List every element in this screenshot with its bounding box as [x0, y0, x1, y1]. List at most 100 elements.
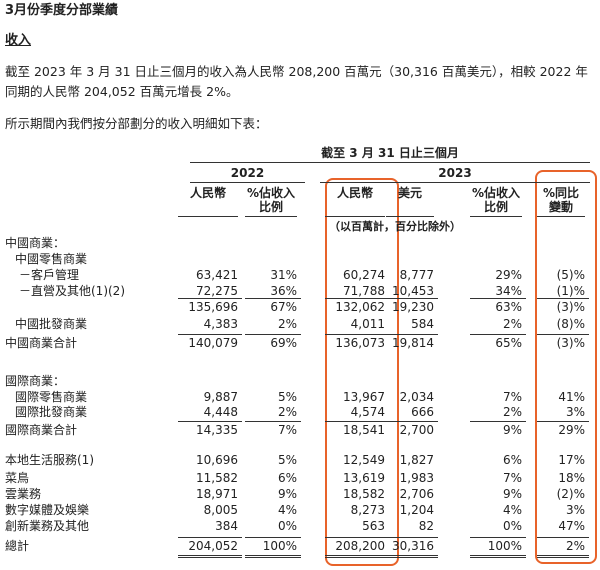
subtotal-rule: [386, 334, 438, 335]
year-header: 2022: [230, 166, 265, 180]
header-rule: [320, 182, 590, 183]
table-cell: 72,275: [196, 284, 238, 298]
table-cell: 0%: [277, 519, 297, 533]
table-cell: 18%: [558, 471, 585, 485]
table-cell: 31%: [270, 268, 297, 282]
subtotal-rule: [178, 421, 242, 422]
table-cell: 563: [362, 519, 385, 533]
table-cell: 100%: [262, 539, 297, 553]
row-label: 中國商業合計: [5, 336, 78, 350]
column-header: %佔收入比例: [471, 186, 521, 214]
table-cell: 7%: [502, 471, 522, 485]
table-cell: 584: [411, 317, 434, 331]
table-cell: 7%: [502, 390, 522, 404]
table-cell: (3)%: [556, 336, 585, 350]
table-cell: 204,052: [188, 539, 238, 553]
table-cell: 69%: [270, 336, 297, 350]
subtotal-rule: [325, 334, 389, 335]
table-cell: 2%: [502, 405, 522, 419]
table-cell: 8,777: [399, 268, 434, 282]
highlight-box: [325, 178, 399, 566]
total-rule: [537, 557, 589, 558]
table-cell: 1,827: [399, 453, 434, 467]
row-label: 中國批發商業: [15, 317, 88, 331]
table-cell: 4,448: [203, 405, 238, 419]
row-label: 創新業務及其他: [5, 519, 90, 533]
header-rule: [190, 162, 590, 163]
subtotal-rule: [386, 537, 438, 538]
table-cell: 2,706: [399, 487, 434, 501]
subtotal-rule: [537, 421, 589, 422]
total-rule: [245, 557, 301, 558]
row-label: 國際商業合計: [5, 423, 78, 437]
table-cell: 10,453: [392, 284, 434, 298]
subtotal-rule: [325, 298, 389, 299]
unit-note: （以百萬計，百分比除外）: [329, 220, 461, 233]
table-cell: 30,316: [392, 539, 434, 553]
table-cell: (5)%: [556, 268, 585, 282]
row-label: 中國商業：: [5, 236, 66, 250]
column-rule: [325, 216, 385, 217]
subtotal-rule: [178, 298, 242, 299]
table-cell: 14,335: [196, 423, 238, 437]
table-cell: (1)%: [556, 284, 585, 298]
table-cell: (3)%: [556, 300, 585, 314]
subtotal-rule: [245, 537, 301, 538]
table-cell: 4,574: [350, 405, 385, 419]
table-cell: 34%: [495, 284, 522, 298]
total-rule: [386, 555, 438, 556]
total-rule: [470, 555, 526, 556]
table-title: 截至 3 月 31 日止三個月: [321, 146, 459, 160]
table-cell: 7%: [277, 423, 297, 437]
subtotal-rule: [537, 334, 589, 335]
table-cell: 63%: [495, 300, 522, 314]
subtotal-rule: [325, 421, 389, 422]
subtotal-rule: [470, 537, 526, 538]
subtotal-rule: [537, 537, 589, 538]
row-label: 總計: [5, 539, 30, 553]
table-cell: 1,983: [399, 471, 434, 485]
subtotal-rule: [386, 421, 438, 422]
subtotal-rule: [470, 298, 526, 299]
table-cell: 2%: [502, 317, 522, 331]
subtotal-rule: [325, 537, 389, 538]
column-header: 人民幣: [336, 186, 373, 200]
column-rule: [386, 216, 434, 217]
table-cell: 19,230: [392, 300, 434, 314]
table-cell: 18,971: [196, 487, 238, 501]
column-rule: [178, 216, 238, 217]
table-cell: 5%: [277, 453, 297, 467]
column-header: 人民幣: [189, 186, 226, 200]
paragraph: 截至 2023 年 3 月 31 日止三個月的收入為人民幣 208,200 百萬…: [5, 64, 588, 99]
table-cell: 60,274: [343, 268, 385, 282]
table-cell: 11,582: [196, 471, 238, 485]
row-label: 菜鳥: [5, 471, 30, 485]
table-cell: 10,696: [196, 453, 238, 467]
table-cell: 8,273: [350, 503, 385, 517]
subtotal-rule: [178, 537, 242, 538]
table-cell: 132,062: [335, 300, 385, 314]
table-cell: 18,582: [343, 487, 385, 501]
table-cell: 47%: [558, 519, 585, 533]
total-rule: [325, 557, 389, 558]
table-cell: 140,079: [188, 336, 238, 350]
table-cell: 18,541: [343, 423, 385, 437]
row-label: －直營及其他(1)(2): [19, 284, 125, 298]
table-cell: 666: [411, 405, 434, 419]
section-heading: 收入: [5, 33, 32, 48]
table-cell: 82: [418, 519, 434, 533]
column-header: %同比變動: [542, 186, 580, 214]
subtotal-rule: [245, 334, 301, 335]
table-cell: 208,200: [335, 539, 385, 553]
table-cell: 5%: [277, 390, 297, 404]
table-cell: 67%: [270, 300, 297, 314]
table-cell: 12,549: [343, 453, 385, 467]
table-cell: 71,788: [343, 284, 385, 298]
table-cell: 4%: [277, 503, 297, 517]
table-cell: 19,814: [392, 336, 434, 350]
table-cell: 3%: [565, 405, 585, 419]
row-label: 國際零售商業: [15, 390, 88, 404]
table-cell: 63,421: [196, 268, 238, 282]
table-cell: 100%: [487, 539, 522, 553]
total-rule: [178, 555, 242, 556]
